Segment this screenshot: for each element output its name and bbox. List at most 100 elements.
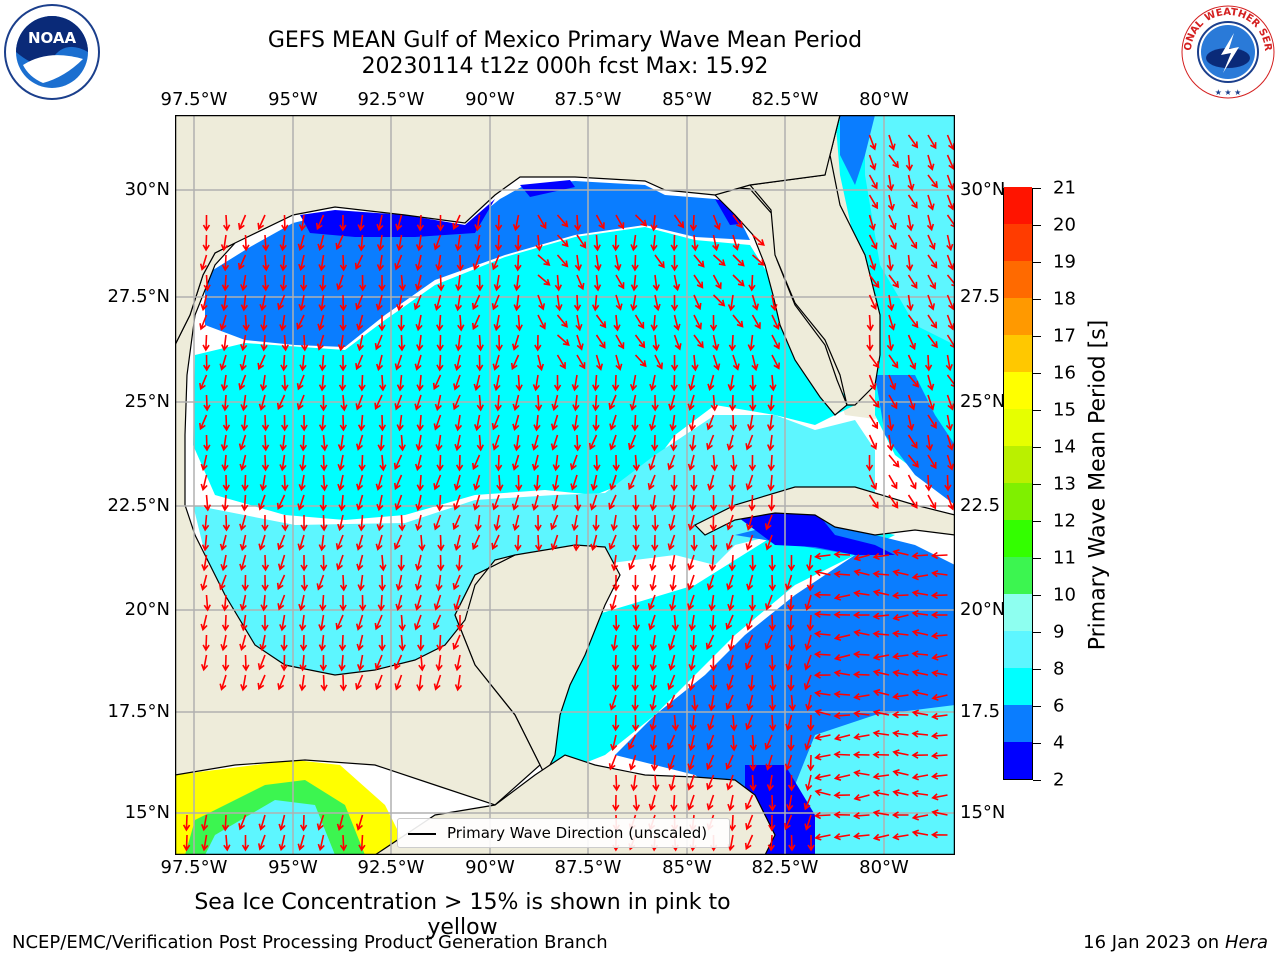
wave-arrow (609, 474, 617, 491)
wave-arrow (378, 374, 387, 392)
wave-arrow (747, 334, 755, 352)
lat-label-right: 20°N (960, 599, 1006, 620)
wave-arrow (551, 494, 559, 512)
wave-arrow (590, 534, 598, 551)
lon-label-top: 85°W (662, 89, 712, 110)
lat-label-right: 15°N (960, 802, 1006, 823)
wave-arrow (666, 734, 676, 751)
wave-arrow (297, 834, 305, 851)
wave-arrow (571, 374, 579, 392)
wave-arrow (930, 752, 948, 760)
lat-label-left: 25°N (124, 391, 170, 412)
wave-arrow (766, 774, 775, 792)
wave-arrow (751, 234, 765, 246)
wave-arrow (745, 654, 754, 671)
wave-arrow (378, 634, 386, 652)
colorbar-tick-label: 20 (1053, 214, 1076, 236)
wave-arrow (651, 394, 659, 412)
wave-arrow (514, 534, 522, 552)
wave-arrow (319, 554, 328, 572)
wave-arrow (242, 234, 250, 252)
wave-arrow (534, 334, 542, 352)
wave-arrow (687, 394, 695, 411)
colorbar-segment (1004, 482, 1032, 520)
wave-arrow (550, 534, 559, 551)
wave-arrow (872, 552, 890, 561)
wave-arrow (200, 454, 208, 472)
wave-arrow (300, 554, 308, 572)
wave-arrow (608, 754, 617, 771)
wave-arrow (537, 314, 546, 330)
wave-arrow (688, 614, 696, 632)
footer-left: NCEP/EMC/Verification Post Processing Pr… (12, 932, 608, 953)
wave-arrow (866, 314, 874, 332)
wave-arrow (220, 294, 229, 312)
wave-arrow (749, 394, 757, 412)
wave-arrow (534, 534, 543, 552)
wave-arrow (868, 254, 877, 271)
wave-arrow (911, 709, 929, 717)
wave-arrow (927, 334, 938, 349)
wave-arrow (377, 434, 385, 452)
wave-arrow (398, 334, 406, 352)
wave-arrow (223, 834, 231, 852)
wave-arrow (911, 609, 929, 618)
wave-arrow (728, 394, 737, 412)
wave-arrow (556, 314, 568, 328)
wave-arrow (653, 294, 661, 312)
wave-arrow (473, 374, 481, 392)
wave-arrow (319, 274, 327, 292)
wave-arrow (552, 454, 560, 472)
wave-arrow (435, 654, 443, 672)
wave-arrow (710, 394, 719, 412)
wave-arrow (784, 574, 793, 591)
wave-arrow (651, 534, 659, 552)
wave-arrow (612, 614, 620, 632)
wave-arrow (868, 374, 877, 391)
wave-arrow (219, 354, 227, 371)
wave-arrow (512, 394, 520, 412)
wave-arrow (456, 614, 464, 632)
wave-arrow (787, 674, 795, 692)
wave-arrow (571, 414, 580, 432)
wave-arrow (833, 734, 851, 742)
wave-arrow (907, 454, 919, 468)
wave-arrow (397, 554, 405, 572)
wave-arrow (280, 654, 288, 672)
colorbar-segment (1004, 371, 1032, 409)
wave-arrow (474, 514, 482, 532)
wave-arrow (315, 214, 325, 231)
wave-arrow (531, 454, 540, 472)
wave-arrow (725, 754, 734, 771)
wave-arrow (531, 494, 539, 511)
wave-arrow (259, 634, 267, 652)
wave-arrow (339, 594, 347, 612)
wave-arrow (202, 214, 211, 232)
wave-arrow (927, 254, 938, 269)
wave-arrow (670, 474, 678, 492)
wave-arrow (833, 773, 851, 781)
wave-arrow (769, 674, 777, 692)
wave-arrow (261, 574, 269, 592)
wave-arrow (221, 334, 229, 352)
footer-date: 16 Jan 2023 on (1083, 932, 1225, 953)
wave-arrow (745, 714, 754, 731)
chart-subtitle: 20230114 t12z 000h fcst Max: 15.92 (361, 54, 769, 79)
wave-arrow (872, 833, 890, 841)
wave-arrow (220, 434, 229, 452)
wave-arrow (687, 514, 695, 532)
wave-arrow (474, 234, 482, 252)
wave-arrow (946, 194, 955, 211)
wave-arrow (318, 534, 326, 552)
wave-arrow (710, 534, 718, 552)
colorbar-tick-mark (1033, 410, 1041, 411)
wave-arrow (911, 789, 929, 798)
wave-arrow (905, 254, 914, 272)
wave-arrow (199, 374, 208, 391)
wave-arrow (745, 614, 754, 631)
legend-text: Primary Wave Direction (unscaled) (447, 824, 708, 842)
wave-arrow (887, 194, 895, 212)
wave-arrow (907, 414, 915, 432)
wave-arrow (891, 711, 909, 719)
wave-arrow (355, 534, 364, 551)
